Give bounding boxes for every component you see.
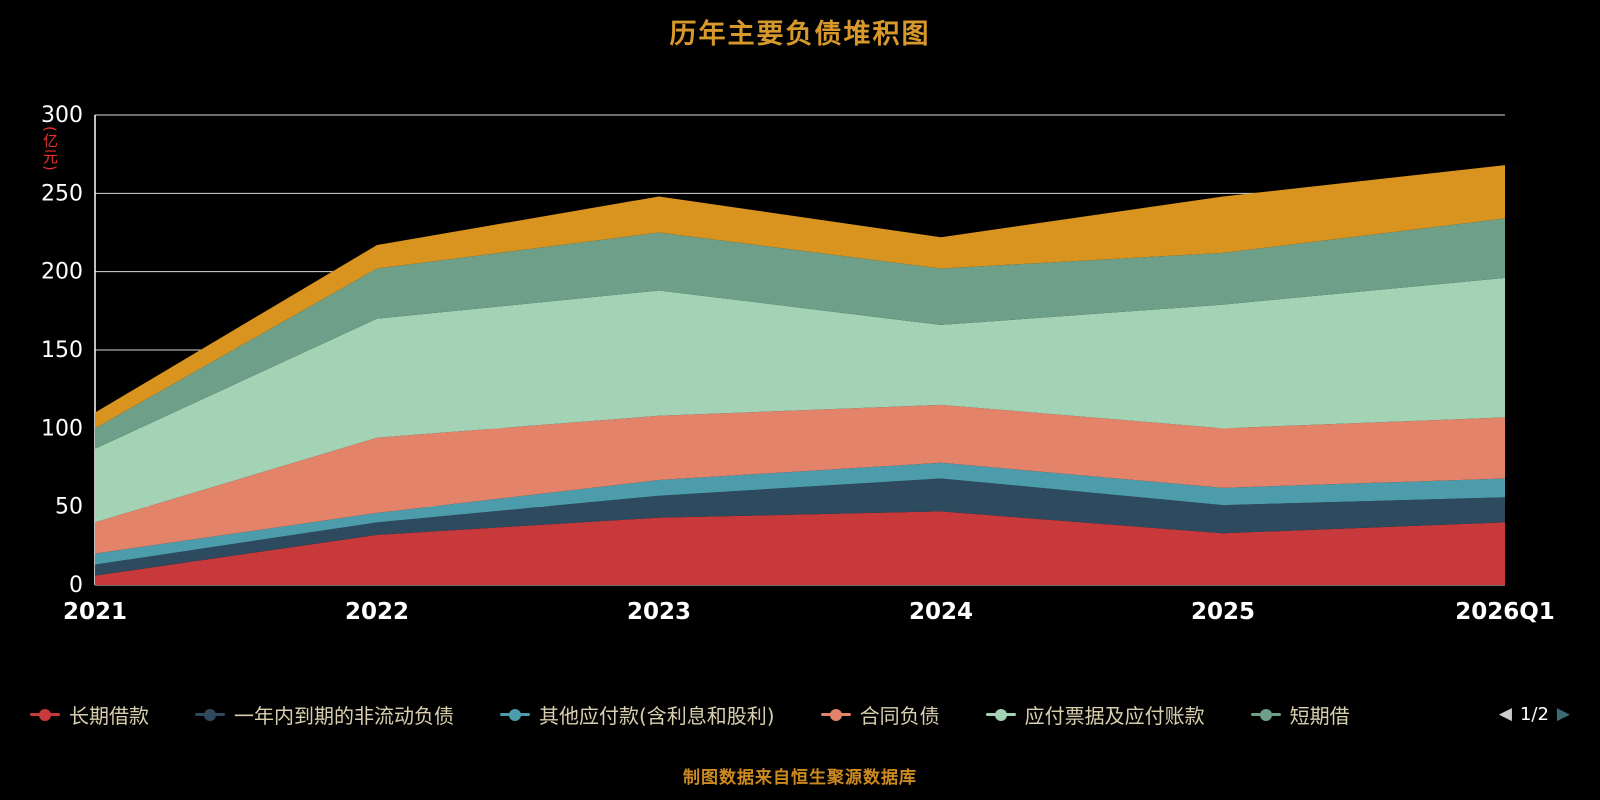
legend-item-3[interactable]: 合同负债: [820, 700, 940, 729]
x-tick-label: 2024: [909, 599, 973, 625]
area-series-0: [95, 511, 1505, 585]
legend-label: 应付票据及应付账款: [1024, 704, 1205, 728]
legend-marker-icon: [1250, 708, 1281, 722]
area-series-3: [95, 404, 1505, 554]
legend-label: 短期借: [1289, 704, 1350, 728]
x-tick-label: 2022: [345, 599, 409, 625]
legend-label: 长期借款: [69, 704, 149, 728]
legend-item-2[interactable]: 其他应付款(含利息和股利): [500, 700, 775, 729]
x-tick-label: 2021: [63, 599, 127, 625]
legend-page-indicator: 1/2: [1519, 704, 1549, 725]
y-tick-label: 0: [69, 573, 83, 598]
y-tick-label: 200: [41, 260, 83, 285]
legend-prev-arrow[interactable]: ◀: [1498, 704, 1512, 724]
area-series-6: [95, 165, 1505, 429]
y-tick-label: 100: [41, 416, 83, 441]
legend-marker-icon: [985, 708, 1016, 722]
legend-item-1[interactable]: 一年内到期的非流动负债: [195, 700, 454, 729]
legend-marker-icon: [30, 708, 60, 722]
y-tick-label: 50: [55, 495, 83, 520]
chart-title: 历年主要负债堆积图: [669, 19, 931, 50]
y-tick-label: 150: [41, 338, 83, 363]
stacked-area-chart: 0 50 100 150 200 250 300 2021 2022 2023 2024 2025 20…: [41, 103, 1555, 625]
x-tick-label: 2023: [627, 599, 691, 625]
y-axis-unit-label: (亿元): [41, 126, 59, 172]
legend-pager: ◀ 1/2 ▶: [1499, 704, 1570, 725]
area-series-1: [95, 478, 1505, 576]
x-tick-label: 2025: [1191, 599, 1255, 625]
legend-label: 合同负债: [859, 704, 940, 728]
y-tick-label: 250: [41, 181, 83, 206]
legend-item-4[interactable]: 应付票据及应付账款: [985, 700, 1205, 729]
legend-marker-icon: [820, 708, 851, 722]
legend-marker-icon: [195, 708, 225, 722]
x-tick-label: 2026Q1: [1455, 599, 1555, 625]
area-series-4: [95, 277, 1505, 523]
area-series-2: [95, 462, 1505, 565]
legend-item-5[interactable]: 短期借: [1250, 700, 1350, 729]
area-series-5: [95, 218, 1505, 449]
legend-marker-icon: [500, 708, 530, 722]
legend-item-0[interactable]: 长期借款: [30, 700, 149, 729]
legend-label: 其他应付款(含利息和股利): [539, 704, 775, 728]
legend-next-arrow[interactable]: ▶: [1556, 704, 1570, 724]
legend: 长期借款 一年内到期的非流动负债 其他应付款(含利息和股利) 合同负债 应付票据及应付账…: [30, 700, 1570, 729]
footer-note: 制图数据来自恒生聚源数据库: [683, 768, 917, 788]
y-tick-label: 300: [41, 103, 83, 128]
legend-label: 一年内到期的非流动负债: [234, 704, 454, 728]
